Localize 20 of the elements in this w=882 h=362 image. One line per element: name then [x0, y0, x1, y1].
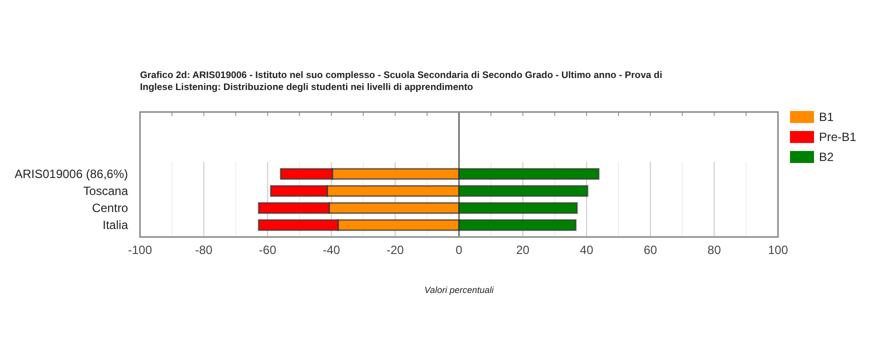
x-tick-label: 80 [708, 243, 722, 257]
y-tick-label: Toscana [83, 184, 128, 198]
y-tick-label: Italia [102, 218, 128, 232]
legend-label: Pre-B1 [819, 130, 857, 144]
y-tick-label: Centro [92, 201, 128, 216]
legend-label: B2 [819, 150, 834, 164]
x-tick-label: 40 [580, 243, 594, 257]
x-tick-label: -20 [386, 243, 404, 257]
y-tick-label: ARIS019006 (86,6%) [14, 166, 128, 181]
legend-label: B1 [819, 110, 834, 124]
x-tick-label: -40 [322, 243, 340, 257]
x-tick-label: -100 [128, 243, 152, 257]
x-tick-label: 20 [516, 243, 530, 257]
x-axis-title: Valori percentuali [424, 285, 495, 295]
x-tick-label: 0 [456, 243, 463, 257]
x-tick-label: 60 [644, 243, 658, 257]
x-tick-label: 100 [768, 243, 788, 257]
x-tick-label: -60 [258, 243, 277, 257]
chart-title: Grafico 2d: ARIS019006 - Istituto nel suo complesso - Scuola Secondaria di Secondo Grado - Ultimo anno - Prova di Inglese Listening: Distribuzione degli studenti nei livelli di apprendimento [140, 70, 662, 93]
x-tick-label: -80 [195, 243, 213, 257]
